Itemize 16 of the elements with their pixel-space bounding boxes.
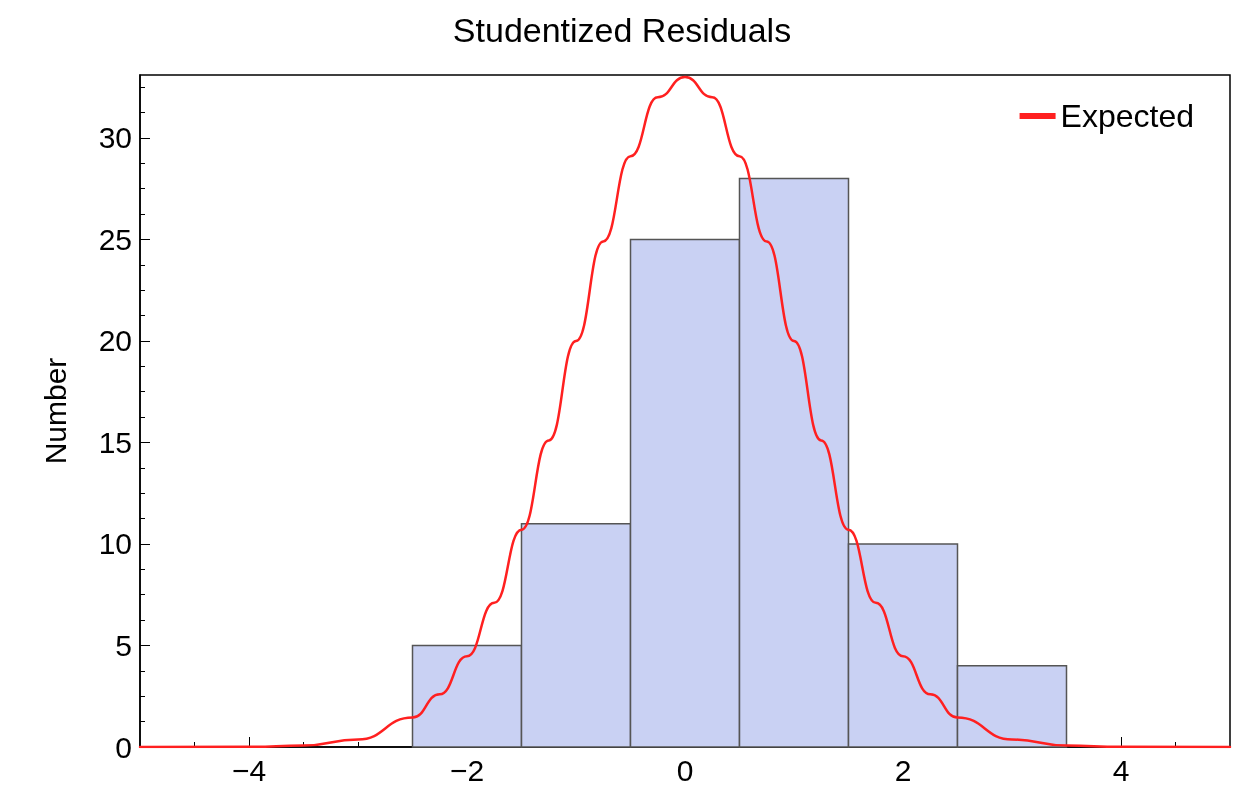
- y-axis-title: Number: [38, 357, 72, 465]
- legend-label: Expected: [1060, 98, 1194, 134]
- y-tick-label: 10: [98, 527, 132, 561]
- y-tick-label: 20: [98, 324, 132, 358]
- x-tick-label: −4: [231, 753, 267, 787]
- x-tick-label: 2: [894, 753, 912, 787]
- y-tick-label: 15: [98, 425, 132, 459]
- y-tick-label: 5: [115, 628, 132, 662]
- y-tick-label: 0: [115, 730, 132, 764]
- chart-title: Studentized Residuals: [452, 11, 792, 49]
- line-series: [138, 75, 1232, 749]
- x-tick-label: 4: [1112, 753, 1130, 787]
- x-tick-label: 0: [676, 753, 694, 787]
- y-tick-label: 25: [98, 222, 132, 256]
- x-tick-label: −2: [449, 753, 485, 787]
- y-tick-label: 30: [98, 121, 132, 155]
